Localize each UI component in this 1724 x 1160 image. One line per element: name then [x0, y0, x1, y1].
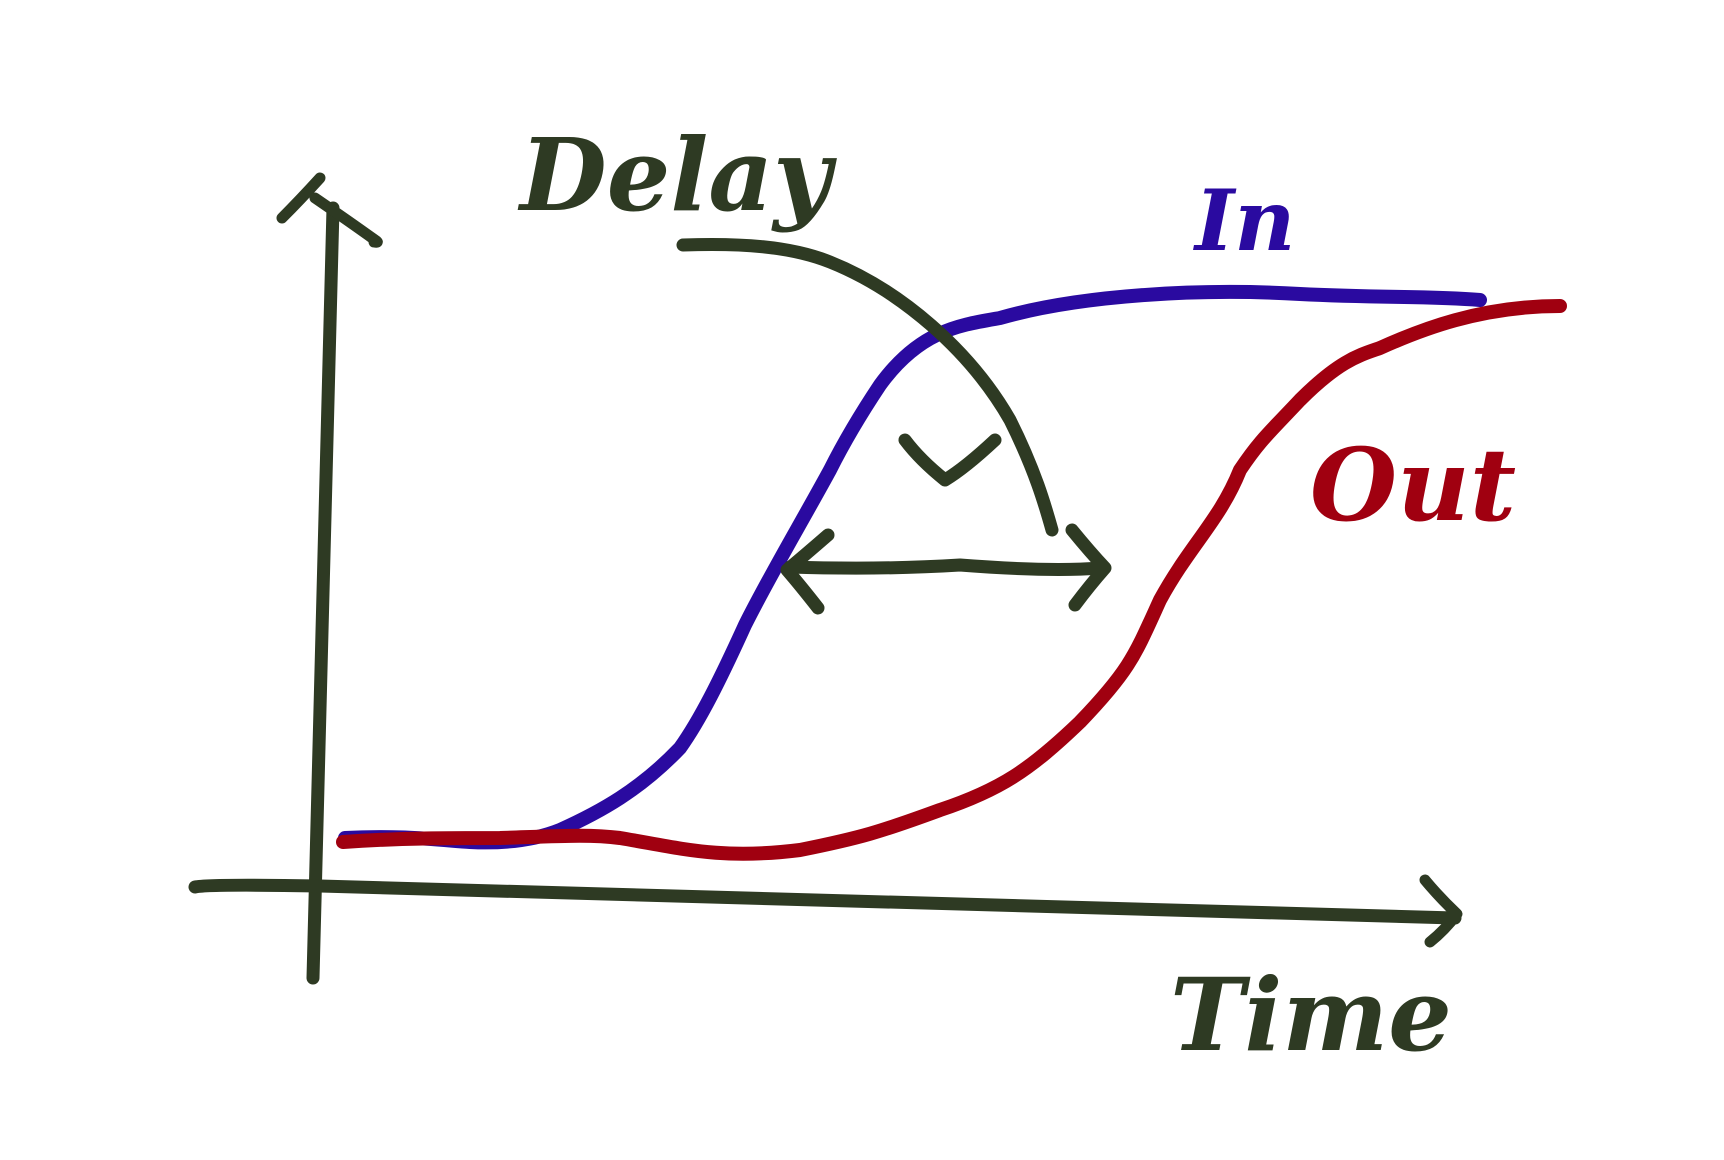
in-label: In [1193, 171, 1295, 270]
delay-arrow-head [898, 433, 1002, 487]
y-axis-arrowhead [276, 172, 383, 248]
x-axis [188, 874, 1463, 948]
y-axis [276, 172, 383, 985]
time-label: Time [1170, 956, 1452, 1074]
delay-span-left-head [780, 528, 835, 615]
delay-label: Delay [517, 116, 837, 234]
y-axis-line [306, 201, 340, 985]
delay-span-arrow [780, 523, 1112, 615]
output-curve [336, 299, 1567, 861]
delay-span-shaft [783, 558, 1107, 576]
delay-span-right-head [1065, 523, 1112, 612]
delay-arrow-shaft [676, 237, 1059, 537]
out-label: Out [1310, 426, 1516, 544]
delay-arrow [676, 237, 1059, 537]
x-axis-arrowhead [1419, 874, 1463, 948]
x-axis-line [188, 878, 1462, 925]
